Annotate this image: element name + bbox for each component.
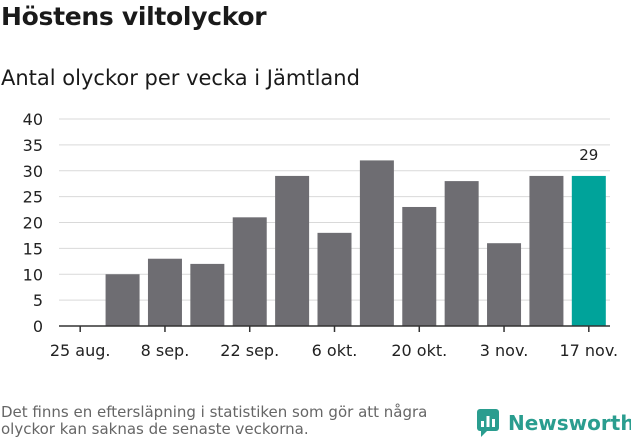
y-tick-label: 25 <box>23 188 43 207</box>
bar <box>529 175 564 326</box>
bar <box>359 160 394 326</box>
bar <box>147 258 182 326</box>
brand-logo: Newsworthy <box>476 408 631 438</box>
x-tick-label: 8 sep. <box>141 341 190 360</box>
bar <box>571 175 606 326</box>
y-tick-label: 5 <box>33 291 43 310</box>
brand-label: Newsworthy <box>508 411 631 435</box>
bar <box>402 206 437 326</box>
x-tick-label: 25 aug. <box>50 341 111 360</box>
y-tick-label: 20 <box>23 214 43 233</box>
chart-subtitle: Antal olyckor per vecka i Jämtland <box>1 66 360 90</box>
x-tick-label: 6 okt. <box>312 341 358 360</box>
bar <box>105 274 140 326</box>
bar-chart: 0 5 10 15 20 25 30 35 40 29 25 aug. 8 sep. 22 sep. 6 … <box>23 110 619 360</box>
bar <box>232 217 267 326</box>
data-label: 29 <box>579 146 598 164</box>
bar <box>444 181 479 326</box>
footnote: Det finns en eftersläpning i statistiken… <box>1 403 428 438</box>
y-tick-label: 0 <box>33 317 43 336</box>
bar <box>487 243 522 326</box>
bar <box>275 175 310 326</box>
x-tick-label: 20 okt. <box>391 341 447 360</box>
chart-title: Höstens viltolyckor <box>1 2 267 31</box>
x-tick-label: 17 nov. <box>559 341 618 360</box>
y-tick-label: 40 <box>23 110 43 129</box>
x-tick-label: 22 sep. <box>220 341 279 360</box>
newsworthy-logo-icon <box>477 409 499 437</box>
bar <box>317 232 352 326</box>
bar <box>190 263 225 326</box>
y-tick-label: 15 <box>23 239 43 258</box>
y-tick-label: 30 <box>23 162 43 181</box>
x-tick-label: 3 nov. <box>480 341 529 360</box>
y-tick-label: 10 <box>23 265 43 284</box>
y-tick-label: 35 <box>23 136 43 155</box>
